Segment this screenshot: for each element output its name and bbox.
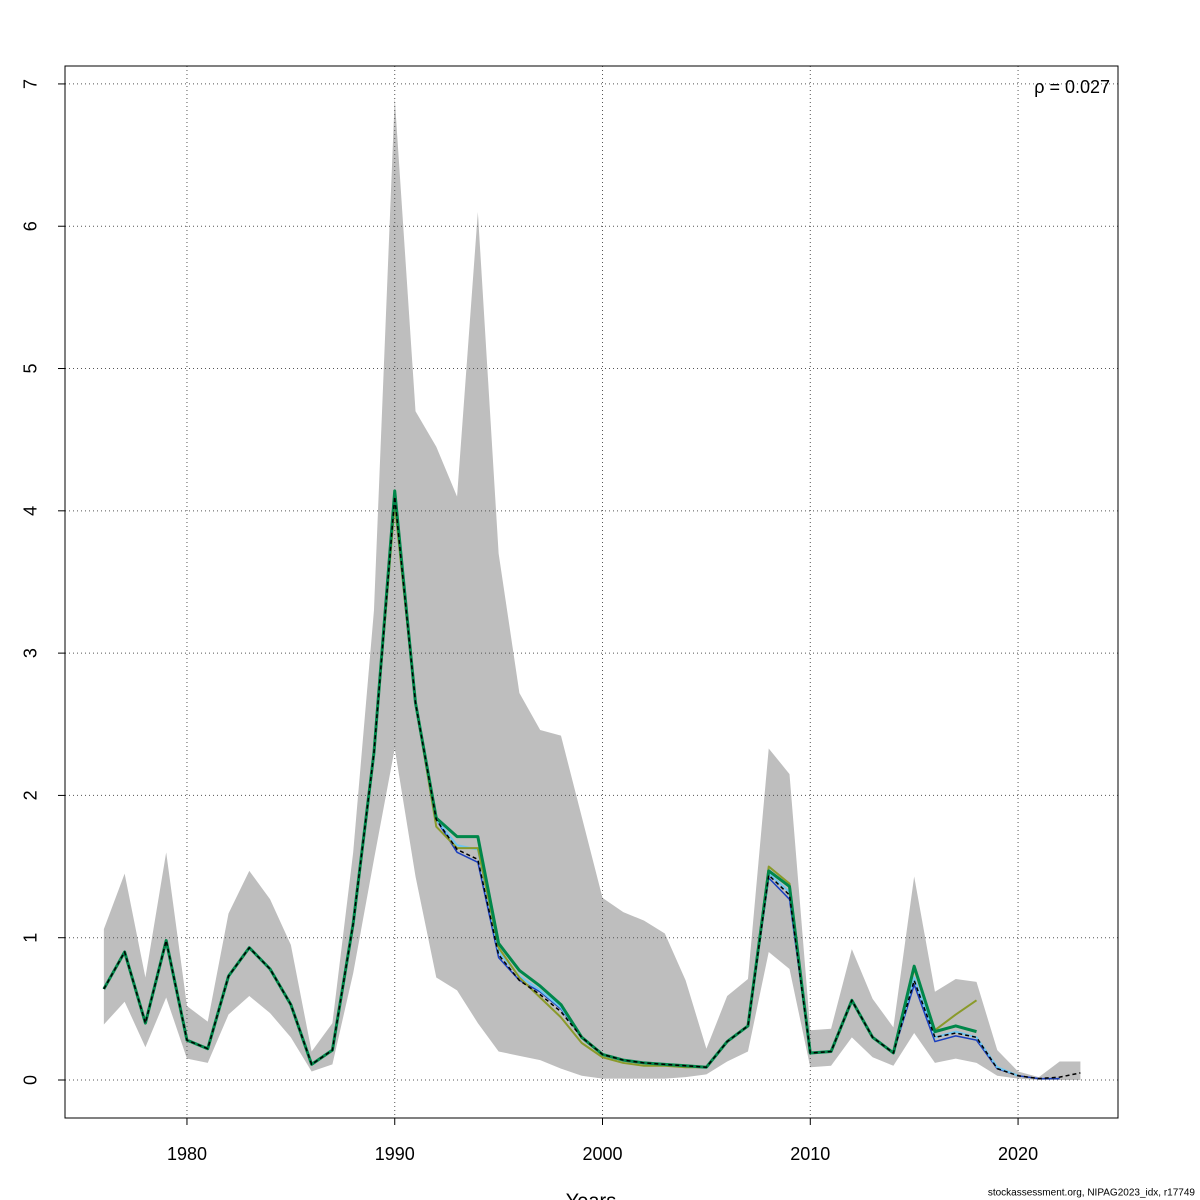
x-tick-label: 2000	[582, 1144, 622, 1164]
y-tick-label: 2	[21, 790, 41, 800]
annotation: ρ = 0.027	[1034, 77, 1110, 97]
y-tick-label: 1	[21, 933, 41, 943]
y-tick-label: 0	[21, 1075, 41, 1085]
x-tick-label: 2020	[998, 1144, 1038, 1164]
x-tick-label: 1990	[375, 1144, 415, 1164]
y-tick-label: 4	[21, 506, 41, 516]
x-axis-label: Years	[566, 1190, 616, 1200]
plot: 0 1 2 3 4 5 6 7 1980 1990 2000 2010 2020	[21, 65, 1119, 1164]
y-tick-label: 7	[21, 79, 41, 89]
series-line	[103, 495, 1081, 1080]
y-tick-label: 3	[21, 648, 41, 658]
x-tick-label: 1980	[167, 1144, 207, 1164]
confidence-band	[103, 98, 1081, 1081]
x-tick-label: 2010	[790, 1144, 830, 1164]
y-tick-label: 5	[21, 364, 41, 374]
plot-frame	[64, 65, 1119, 1119]
y-tick-label: 6	[21, 221, 41, 231]
footer: stockassessment.org, NIPAG2023_idx, r177…	[988, 1188, 1196, 1199]
